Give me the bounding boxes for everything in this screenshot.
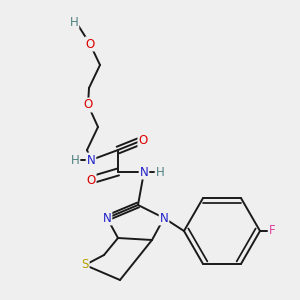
Text: S: S [81, 259, 89, 272]
Text: O: O [86, 173, 96, 187]
Text: O: O [138, 134, 148, 146]
Text: O: O [83, 98, 93, 112]
Text: H: H [70, 154, 80, 166]
Text: H: H [156, 166, 164, 178]
Text: N: N [140, 166, 148, 178]
Text: N: N [160, 212, 168, 224]
Text: F: F [269, 224, 275, 238]
Text: N: N [103, 212, 111, 224]
Text: N: N [87, 154, 95, 166]
Text: O: O [85, 38, 94, 50]
Text: H: H [70, 16, 78, 28]
